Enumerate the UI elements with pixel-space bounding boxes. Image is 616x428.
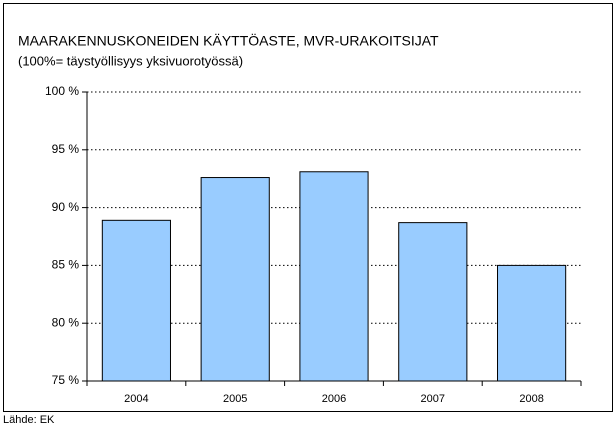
y-tick-label: 80 % xyxy=(52,315,80,329)
chart-subtitle: (100%= täystyöllisyys yksivuorotyössä) xyxy=(18,53,243,68)
bar xyxy=(299,171,369,382)
bar xyxy=(398,222,468,382)
y-tick-label: 85 % xyxy=(52,258,80,272)
y-tick-label: 90 % xyxy=(52,200,80,214)
y-tick-label: 75 % xyxy=(52,373,80,387)
chart-title: MAARAKENNUSKONEIDEN KÄYTTÖASTE, MVR-URAK… xyxy=(18,32,439,49)
x-tick-label: 2008 xyxy=(519,393,543,405)
bar xyxy=(101,219,171,382)
source: Lähde: EK xyxy=(3,414,55,426)
x-tick-label: 2007 xyxy=(421,393,445,405)
bar xyxy=(497,264,567,382)
x-tick-label: 2005 xyxy=(223,393,247,405)
y-tick-label: 95 % xyxy=(52,142,80,156)
x-tick-label: 2004 xyxy=(124,393,148,405)
bar xyxy=(200,177,270,382)
x-tick-label: 2006 xyxy=(322,393,346,405)
y-tick-label: 100 % xyxy=(45,84,79,98)
